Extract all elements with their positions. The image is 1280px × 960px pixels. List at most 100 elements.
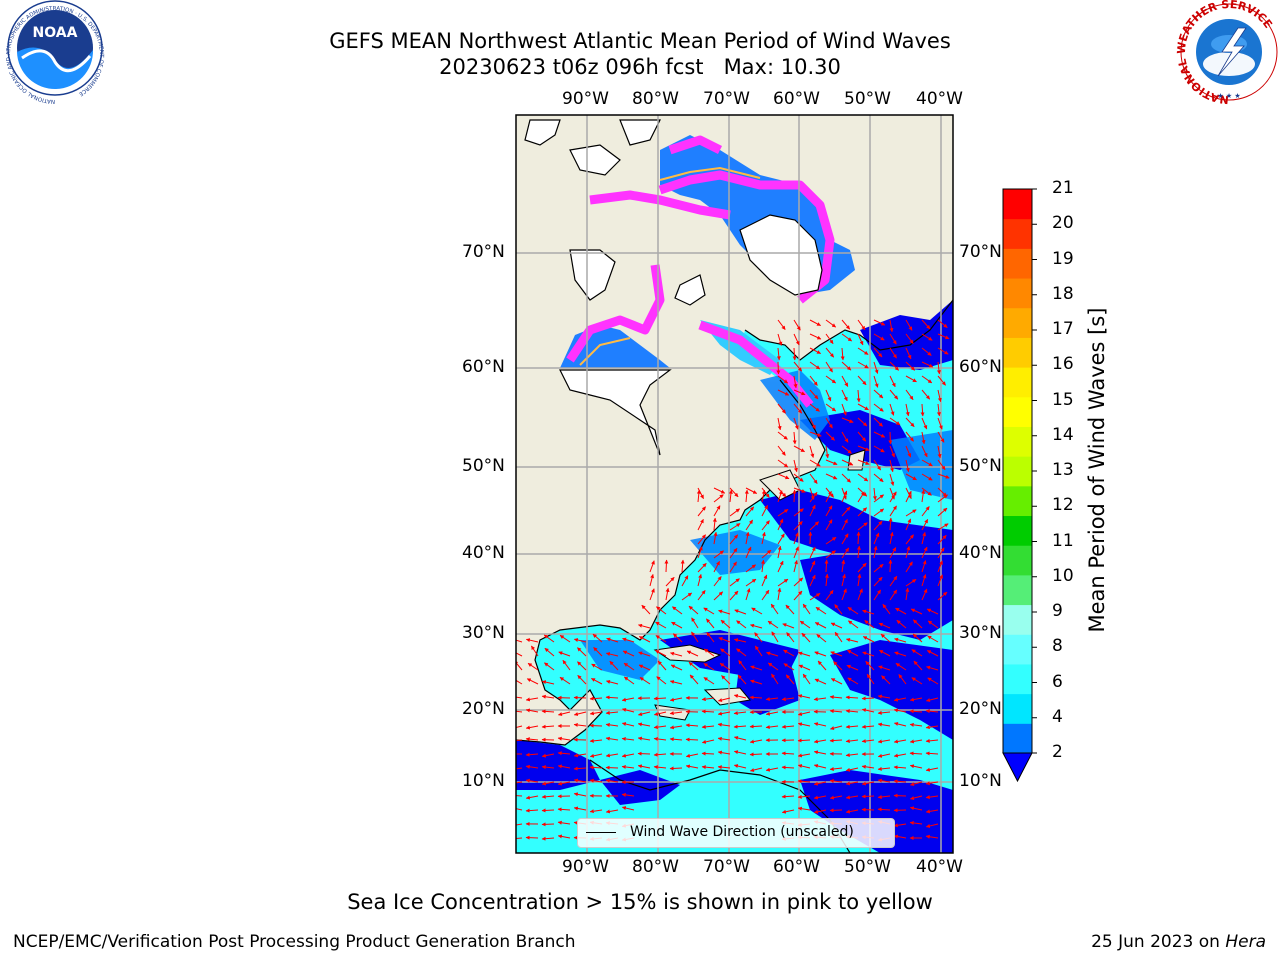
wave-direction-arrow <box>719 662 731 671</box>
wave-direction-arrow <box>841 431 849 443</box>
wave-direction-arrow <box>802 673 811 685</box>
lat-tick: 10°N <box>959 771 1002 791</box>
wave-direction-arrow <box>541 753 555 758</box>
wave-direction-arrow <box>825 445 830 459</box>
wave-direction-arrow <box>909 709 923 714</box>
wave-direction-arrow <box>701 751 715 756</box>
wave-direction-arrow <box>889 347 897 359</box>
wave-direction-arrow <box>893 765 907 770</box>
wave-direction-arrow <box>516 837 523 839</box>
wave-direction-arrow <box>809 445 815 458</box>
wave-direction-arrow <box>878 665 891 671</box>
wave-direction-arrow <box>797 711 811 716</box>
wave-direction-arrow <box>889 487 895 500</box>
wave-direction-arrow <box>879 649 891 657</box>
wave-direction-arrow <box>825 519 833 531</box>
arctic-land <box>524 119 823 456</box>
wave-direction-arrow <box>893 739 907 744</box>
wave-direction-arrow <box>809 491 818 503</box>
wave-direction-arrow <box>809 546 816 559</box>
wave-direction-arrow <box>840 347 845 361</box>
wave-direction-arrow <box>925 738 939 743</box>
wave-direction-arrow <box>865 660 875 671</box>
wave-direction-arrow <box>696 489 701 503</box>
wave-direction-arrow <box>670 651 683 657</box>
wave-direction-arrow <box>925 709 939 714</box>
wave-direction-arrow <box>713 561 720 573</box>
wave-direction-arrow <box>777 389 790 396</box>
wave-direction-arrow <box>936 361 941 375</box>
wave-direction-arrow <box>797 694 811 699</box>
wave-direction-arrow <box>889 505 897 517</box>
wave-direction-arrow <box>848 620 859 629</box>
wave-direction-arrow <box>905 561 913 573</box>
wave-direction-arrow <box>745 519 754 531</box>
wave-direction-arrow <box>786 632 795 643</box>
colorbar-label: Mean Period of Wind Waves [s] <box>1085 307 1109 633</box>
wave-direction-arrow <box>797 794 811 799</box>
wave-direction-arrow <box>771 631 779 643</box>
wave-direction-arrow <box>777 403 786 414</box>
wave-direction-arrow <box>815 606 827 615</box>
wave-direction-arrow <box>754 632 763 643</box>
wave-direction-arrow <box>736 620 747 629</box>
wave-direction-arrow <box>605 809 619 814</box>
wave-direction-arrow <box>761 549 772 559</box>
wave-direction-arrow <box>937 319 948 328</box>
wave-direction-arrow <box>664 559 669 573</box>
wave-direction-arrow <box>589 738 603 743</box>
wave-direction-arrow <box>591 663 603 671</box>
colorbar-level <box>1003 189 1032 220</box>
wave-direction-arrow <box>813 764 827 769</box>
wave-direction-arrow <box>936 403 941 417</box>
wave-direction-arrow <box>921 333 933 341</box>
wave-direction-arrow <box>653 696 667 701</box>
wave-direction-arrow <box>873 473 884 483</box>
wave-direction-arrow <box>655 649 667 657</box>
colorbar-tick-label: 21 <box>1052 178 1074 198</box>
wave-direction-arrow <box>750 665 763 671</box>
wave-direction-arrow <box>898 674 907 685</box>
wave-direction-arrow <box>777 578 789 587</box>
wave-direction-arrow <box>905 473 917 481</box>
lat-tick: 20°N <box>959 699 1002 719</box>
wave-direction-arrow <box>910 608 923 615</box>
wave-direction-arrow <box>749 695 763 700</box>
wave-direction-arrow <box>937 375 946 386</box>
wave-direction-arrow <box>937 547 945 559</box>
wave-direction-arrow <box>861 764 875 769</box>
wave-direction-arrow <box>701 724 715 729</box>
wave-direction-arrow <box>925 809 939 814</box>
wave-direction-arrow <box>669 680 683 685</box>
wave-direction-arrow <box>841 506 851 517</box>
wave-direction-arrow <box>825 333 834 345</box>
host-text: Hera <box>1225 932 1266 952</box>
wave-direction-arrow <box>857 417 868 427</box>
wave-direction-arrow <box>889 333 897 345</box>
wave-direction-arrow <box>882 603 891 615</box>
wave-direction-arrow <box>606 637 619 643</box>
wave-direction-arrow <box>841 573 846 587</box>
wave-direction-arrow <box>921 574 927 587</box>
wave-direction-arrow <box>895 607 907 615</box>
wave-direction-arrow <box>733 694 747 699</box>
wave-direction-arrow <box>909 764 923 769</box>
wave-direction-arrow <box>655 621 667 629</box>
wave-direction-arrow <box>729 547 738 559</box>
wave-direction-arrow <box>765 697 779 702</box>
wave-direction-arrow <box>792 489 797 503</box>
wave-direction-arrow <box>877 778 891 783</box>
wave-direction-arrow <box>889 575 898 587</box>
wave-direction-arrow <box>873 589 882 601</box>
wave-direction-arrow <box>797 779 811 784</box>
wave-direction-arrow <box>761 520 770 531</box>
wave-direction-arrow <box>793 459 798 473</box>
wave-direction-arrow <box>738 660 747 671</box>
lon-tick: 60°W <box>773 857 820 877</box>
wave-direction-arrow <box>829 695 843 700</box>
wave-direction-arrow <box>937 494 948 503</box>
wave-direction-arrow <box>589 809 603 814</box>
wave-direction-arrow <box>621 764 635 769</box>
wave-direction-arrow <box>737 674 747 685</box>
wave-direction-arrow <box>777 545 782 559</box>
